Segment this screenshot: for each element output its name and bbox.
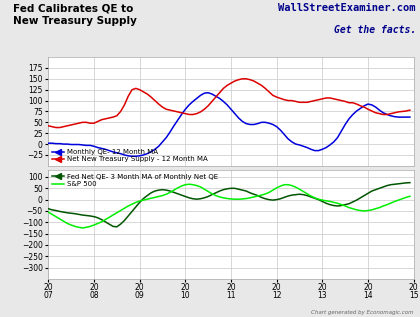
- Text: WallStreetExaminer.com: WallStreetExaminer.com: [278, 3, 416, 13]
- Legend: Monthly QE- 12 Month MA, Net New Treasury Supply - 12 Month MA: Monthly QE- 12 Month MA, Net New Treasur…: [52, 149, 208, 162]
- Text: Chart generated by Economagic.com: Chart generated by Economagic.com: [311, 310, 414, 315]
- Text: Fed Calibrates QE to
New Treasury Supply: Fed Calibrates QE to New Treasury Supply: [13, 3, 137, 26]
- Text: Get the facts.: Get the facts.: [333, 25, 416, 36]
- Legend: Fed Net QE- 3 Month MA of Monthly Net QE, S&P 500: Fed Net QE- 3 Month MA of Monthly Net QE…: [52, 174, 218, 187]
